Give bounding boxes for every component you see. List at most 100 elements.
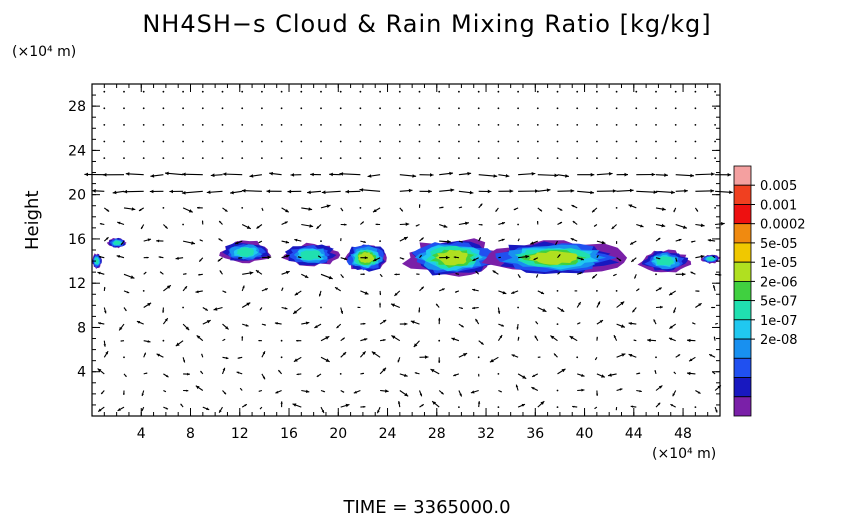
wind-vector xyxy=(142,124,145,126)
wind-vector-head xyxy=(447,239,451,244)
wind-vector-head xyxy=(414,372,417,375)
wind-vector xyxy=(103,124,106,126)
wind-vector-head xyxy=(120,340,122,342)
wind-vector-head xyxy=(692,322,694,324)
wind-vector xyxy=(221,157,224,160)
wind-vector-head xyxy=(661,223,666,228)
wind-vector xyxy=(280,124,283,126)
wind-vector-head xyxy=(130,275,135,279)
wind-vector-head xyxy=(278,370,281,373)
wind-vector-head xyxy=(492,270,496,274)
wind-vector-head xyxy=(357,306,359,308)
wind-vector-head xyxy=(316,226,320,229)
wind-vector xyxy=(694,90,697,93)
wind-vector-head xyxy=(249,174,254,178)
wind-vector-head xyxy=(412,174,417,178)
wind-vector xyxy=(674,90,677,93)
colorbar-swatch xyxy=(733,300,752,321)
wind-vector xyxy=(596,90,598,93)
wind-vector xyxy=(300,107,303,110)
wind-vector-head xyxy=(255,270,260,274)
wind-vector xyxy=(517,157,519,160)
wind-vector-head xyxy=(258,390,261,392)
wind-vector-head xyxy=(335,287,339,290)
wind-vector-head xyxy=(581,388,585,392)
wind-vector-head xyxy=(222,367,226,371)
wind-vector xyxy=(142,157,145,160)
wind-vector xyxy=(123,124,125,126)
wind-vector xyxy=(596,157,598,160)
wind-vector-head xyxy=(441,391,444,395)
wind-vector-head xyxy=(461,307,463,309)
wind-vector xyxy=(477,107,480,110)
wind-vector xyxy=(438,90,441,93)
wind-vector-head xyxy=(97,368,102,373)
wind-vector xyxy=(556,323,559,325)
wind-vector-head xyxy=(449,171,453,176)
wind-vector-head xyxy=(284,307,288,310)
wind-vector xyxy=(182,223,185,226)
wind-vector-head xyxy=(397,401,401,404)
wind-vector-head xyxy=(518,276,521,278)
wind-vector-head xyxy=(99,223,102,225)
wind-vector xyxy=(379,90,381,93)
wind-vector-head xyxy=(658,257,661,260)
wind-vector xyxy=(261,157,263,160)
wind-vector-head xyxy=(124,375,127,377)
wind-vector-head xyxy=(363,405,366,408)
wind-vector xyxy=(123,140,125,143)
wind-vector-head xyxy=(657,402,661,406)
wind-vector-head xyxy=(287,189,292,194)
wind-vector xyxy=(339,373,342,375)
wind-vector-head xyxy=(98,322,101,325)
wind-vector xyxy=(536,90,539,93)
wind-vector xyxy=(261,140,263,143)
wind-vector-head xyxy=(590,190,594,195)
wind-vector-head xyxy=(451,337,455,341)
wind-vector-head xyxy=(530,241,534,245)
wind-vector xyxy=(615,140,618,143)
wind-vector-head xyxy=(141,393,144,396)
wind-vector-head xyxy=(697,290,700,292)
wind-vector-head xyxy=(651,172,656,177)
wind-vector xyxy=(477,356,480,359)
wind-vector-head xyxy=(559,222,562,224)
wind-vector-head xyxy=(421,404,424,407)
wind-vector-head xyxy=(285,209,289,213)
cloud-contour-3-5 xyxy=(299,250,321,260)
wind-vector-head xyxy=(166,285,171,289)
wind-vector-head xyxy=(612,189,617,193)
wind-vector-head xyxy=(630,405,634,408)
wind-vector-head xyxy=(501,238,505,242)
wind-vector xyxy=(320,157,322,160)
wind-vector-head xyxy=(613,335,617,338)
wind-vector-head xyxy=(245,324,249,327)
wind-vector-head xyxy=(478,375,480,377)
wind-vector xyxy=(615,124,618,126)
wind-vector-head xyxy=(290,173,295,177)
wind-vector-head xyxy=(418,310,421,313)
wind-vector xyxy=(359,90,362,93)
wind-vector-head xyxy=(103,344,106,347)
wind-vector-head xyxy=(442,288,445,291)
wind-vector-head xyxy=(608,373,612,377)
wind-vector xyxy=(320,124,322,126)
wind-vector-head xyxy=(672,393,675,397)
wind-vector-head xyxy=(628,322,632,326)
wind-vector-head xyxy=(436,303,439,306)
wind-vector xyxy=(142,140,145,143)
wind-vector-head xyxy=(716,323,718,325)
wind-vector-head xyxy=(453,256,456,259)
wind-vector xyxy=(556,90,559,93)
wind-vector-head xyxy=(550,335,555,340)
wind-vector-head xyxy=(540,401,545,405)
colorbar-label: 1e-05 xyxy=(760,256,798,271)
plot-frame xyxy=(91,83,721,417)
wind-vector xyxy=(418,157,421,160)
wind-vector-head xyxy=(453,373,456,377)
wind-vector xyxy=(517,306,519,309)
wind-vector-head xyxy=(497,311,501,314)
wind-vector-head xyxy=(404,392,409,397)
wind-vector-head xyxy=(569,336,574,340)
wind-vector-head xyxy=(353,390,357,394)
